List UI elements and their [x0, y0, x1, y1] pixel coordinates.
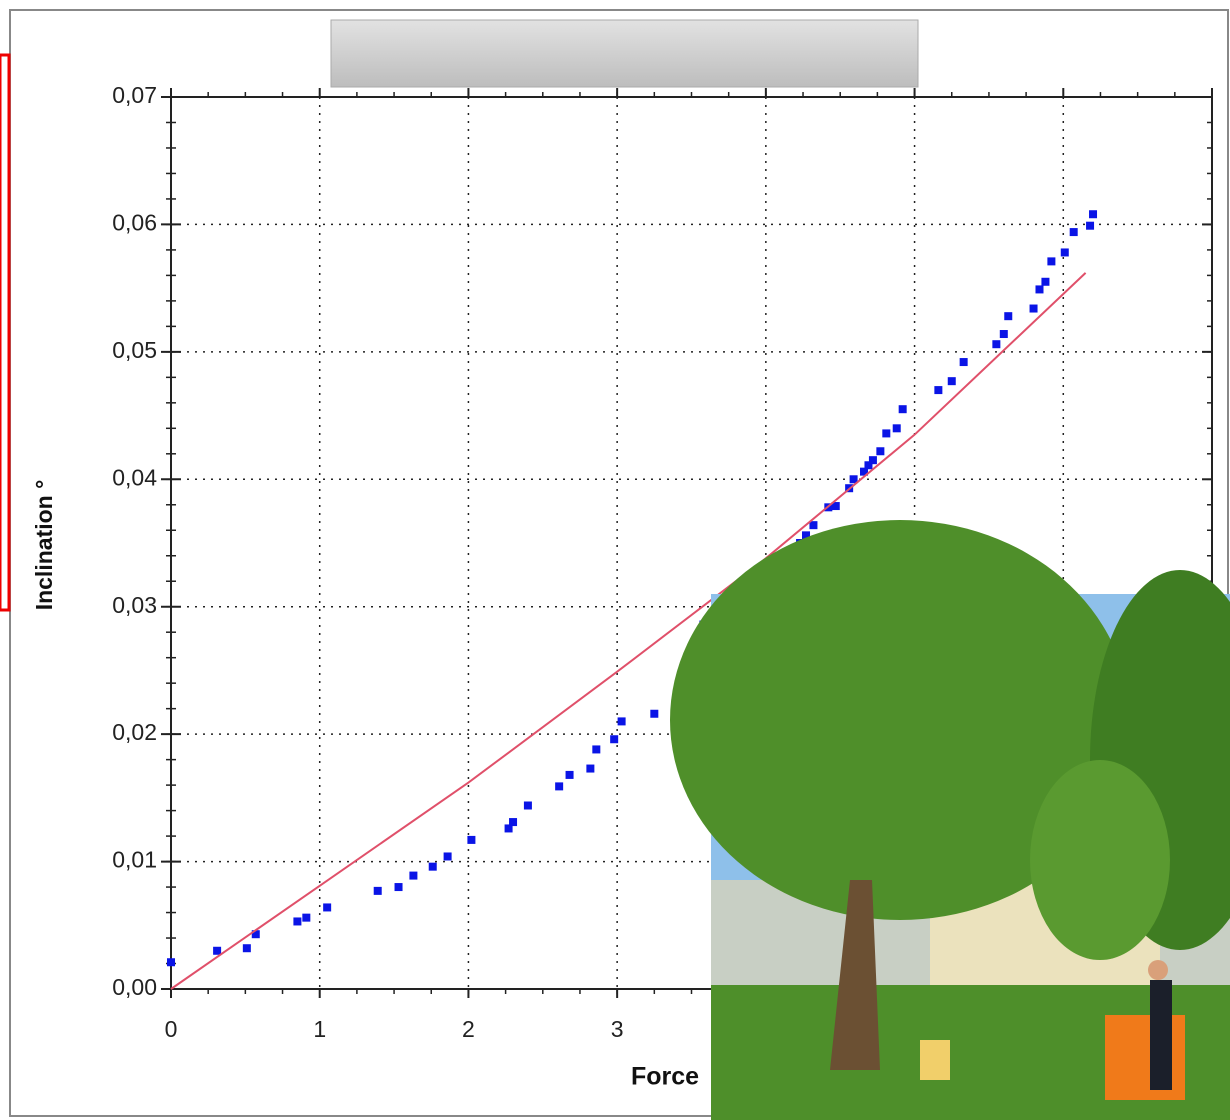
- point: [947, 377, 956, 386]
- point: [323, 903, 332, 912]
- point: [428, 862, 437, 871]
- point: [565, 770, 574, 779]
- point: [592, 745, 601, 754]
- person-head: [1148, 960, 1168, 980]
- point: [1004, 312, 1013, 321]
- point: [394, 883, 403, 892]
- title-box: [330, 19, 919, 88]
- point: [650, 709, 659, 718]
- point: [860, 467, 869, 476]
- point: [1089, 210, 1098, 219]
- point: [523, 801, 532, 810]
- point: [443, 852, 452, 861]
- y-tick-label: 0,01: [112, 847, 157, 873]
- point: [882, 429, 891, 438]
- point: [617, 717, 626, 726]
- point: [1047, 257, 1056, 266]
- point: [555, 782, 564, 791]
- point: [892, 424, 901, 433]
- y-tick-label: 0,03: [112, 592, 157, 618]
- cart: [1105, 1015, 1185, 1100]
- point: [934, 386, 943, 395]
- point: [167, 958, 175, 967]
- point: [251, 930, 260, 939]
- x-tick-label: 2: [462, 1016, 475, 1042]
- photo: [670, 520, 1230, 1120]
- axes-frame: [170, 96, 1213, 990]
- point: [1035, 285, 1044, 294]
- point: [849, 475, 858, 484]
- point: [504, 824, 513, 833]
- tree-trunk: [830, 880, 880, 1070]
- fit-line: [170, 272, 1087, 990]
- point: [586, 764, 595, 773]
- point: [302, 913, 311, 922]
- y-tick-label: 0,04: [112, 464, 157, 490]
- y-tick-label: 0,00: [112, 974, 157, 1000]
- point: [1041, 277, 1050, 286]
- point: [831, 502, 840, 511]
- tree-crown: [1030, 760, 1170, 960]
- point: [992, 340, 1001, 349]
- point: [959, 358, 968, 367]
- equipment: [920, 1040, 950, 1080]
- point: [373, 886, 382, 895]
- y-tick-label: 0,05: [112, 337, 157, 363]
- point: [864, 461, 873, 470]
- point: [1069, 228, 1078, 237]
- x-axis-label: Force: [631, 1063, 699, 1091]
- point: [1060, 248, 1069, 257]
- person: [1150, 980, 1172, 1090]
- point: [802, 531, 811, 540]
- point: [999, 330, 1008, 339]
- point: [898, 405, 907, 414]
- point: [1086, 221, 1095, 230]
- point: [242, 944, 251, 953]
- point: [409, 871, 418, 880]
- point: [868, 456, 877, 465]
- point: [467, 835, 476, 844]
- point: [1029, 304, 1038, 313]
- x-tick-label: 1: [313, 1016, 326, 1042]
- y-axis-label: Inclination °: [31, 480, 57, 611]
- x-tick-label: 0: [165, 1016, 178, 1042]
- point: [293, 917, 302, 926]
- point: [509, 818, 518, 827]
- highlight-box: [0, 53, 11, 612]
- y-tick-label: 0,06: [112, 210, 157, 236]
- point: [610, 735, 619, 744]
- point: [809, 521, 818, 530]
- x-tick-label: 3: [611, 1016, 624, 1042]
- point: [876, 447, 885, 456]
- y-tick-label: 0,02: [112, 719, 157, 745]
- point: [213, 946, 222, 955]
- tree-crown: [670, 520, 1130, 920]
- y-tick-label: 0,07: [112, 82, 157, 108]
